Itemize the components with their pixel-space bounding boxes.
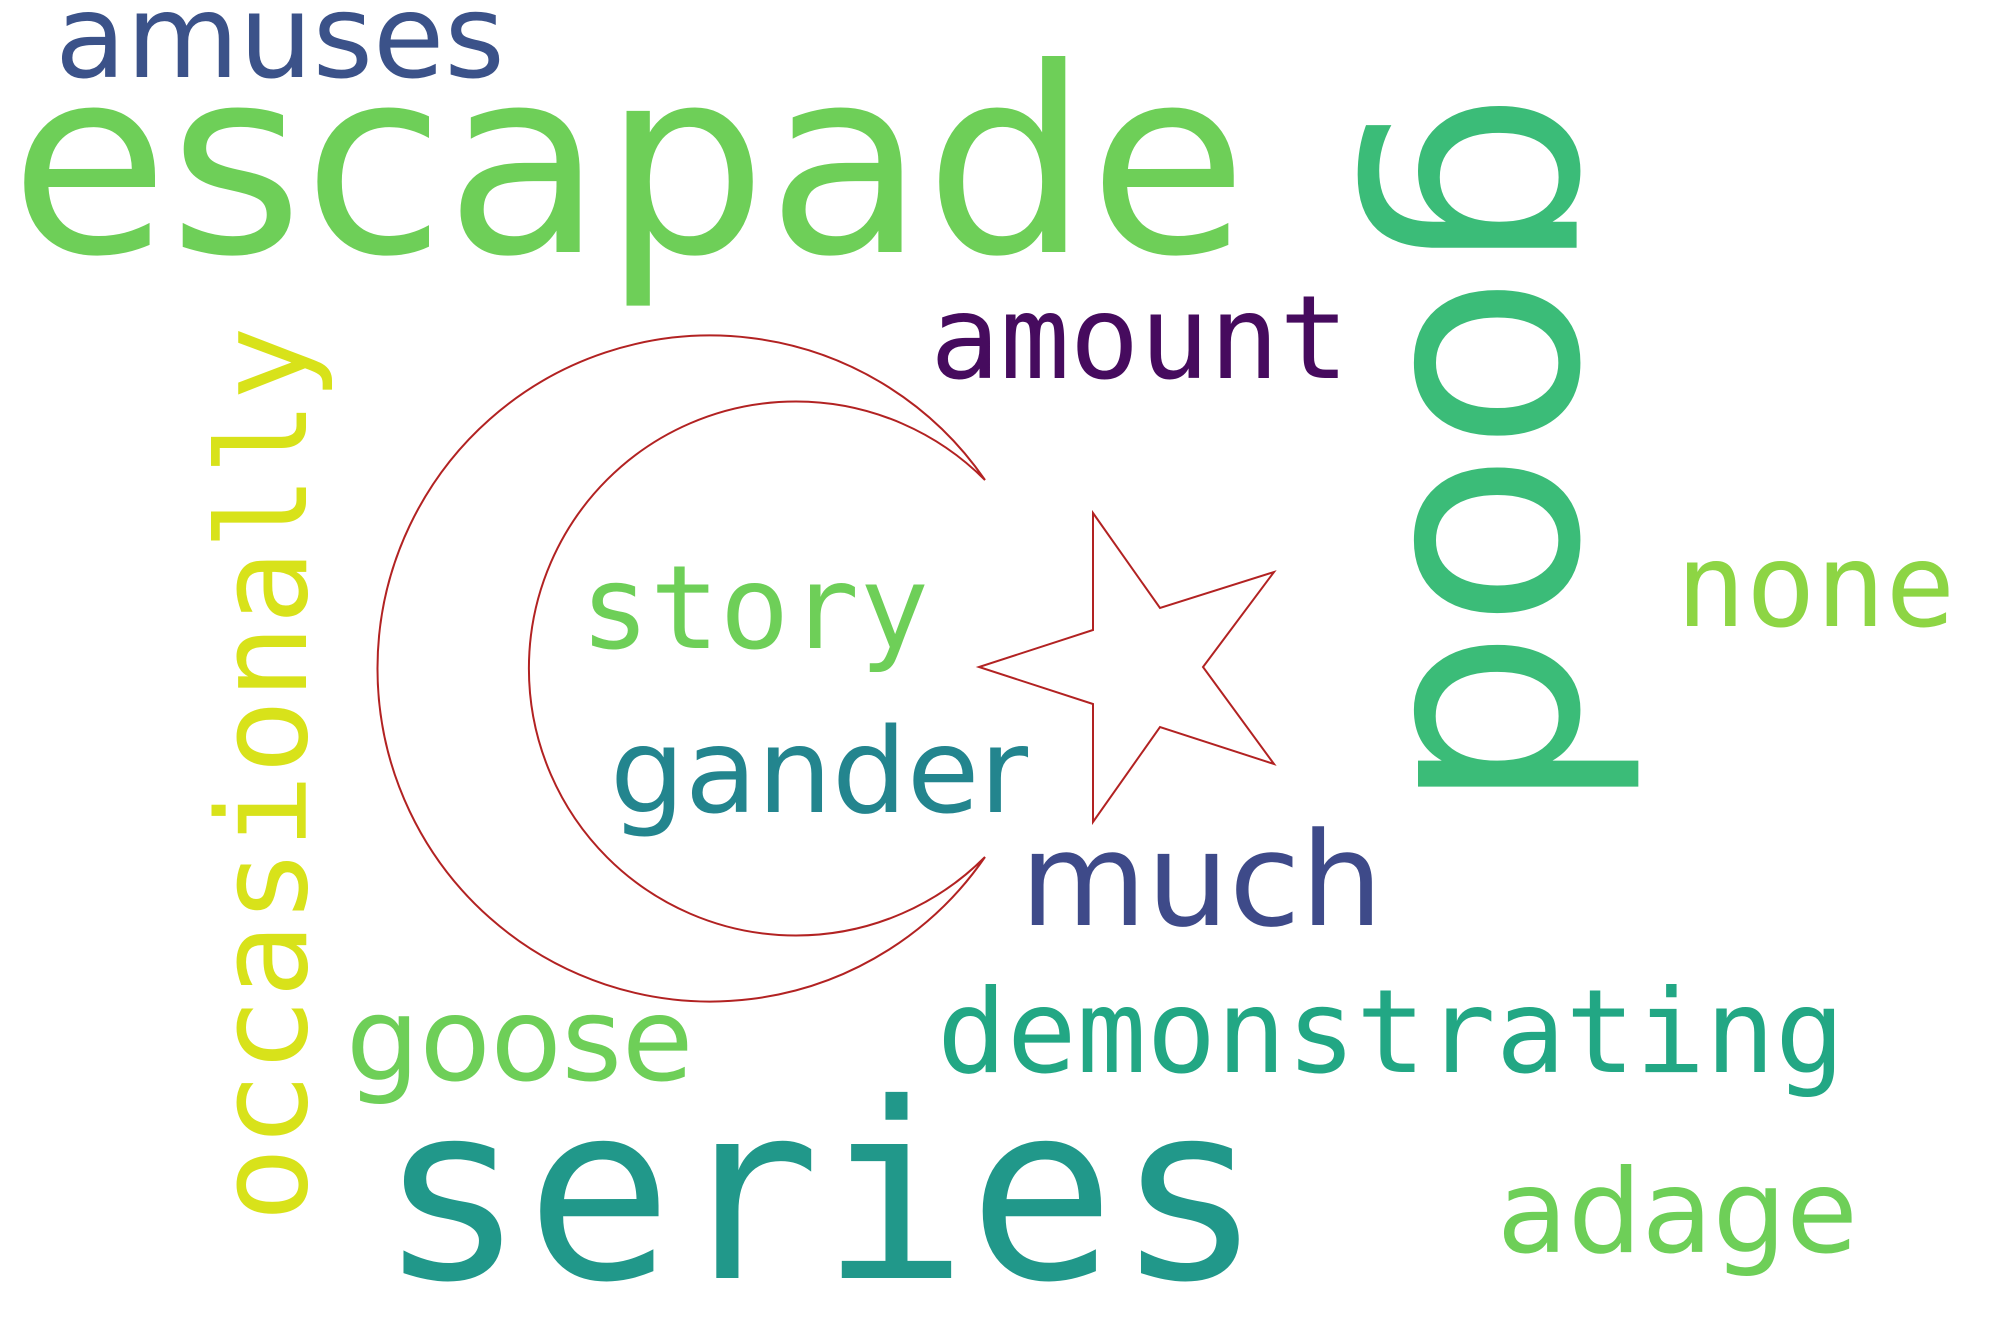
word-much: much [1020, 804, 1383, 956]
crescent-star-icon [376, 334, 1277, 1003]
word-gander: gander [610, 702, 1028, 840]
word-story: story [580, 541, 929, 676]
word-none: none [1676, 519, 1955, 654]
word-escapade: escapade [10, 13, 1247, 313]
word-occasionally: occasionally [192, 326, 336, 1222]
star-icon [975, 509, 1277, 826]
word-series: series [378, 1051, 1263, 1333]
word-adage: adage [1497, 1145, 1858, 1280]
crescent-icon [376, 334, 986, 1003]
word-good: good [1349, 90, 1686, 813]
word-goose: goose [346, 973, 693, 1108]
word-amuses: amuses [55, 0, 505, 105]
word-demonstrating: demonstrating [937, 965, 1845, 1100]
word-amount: amount [930, 271, 1349, 406]
